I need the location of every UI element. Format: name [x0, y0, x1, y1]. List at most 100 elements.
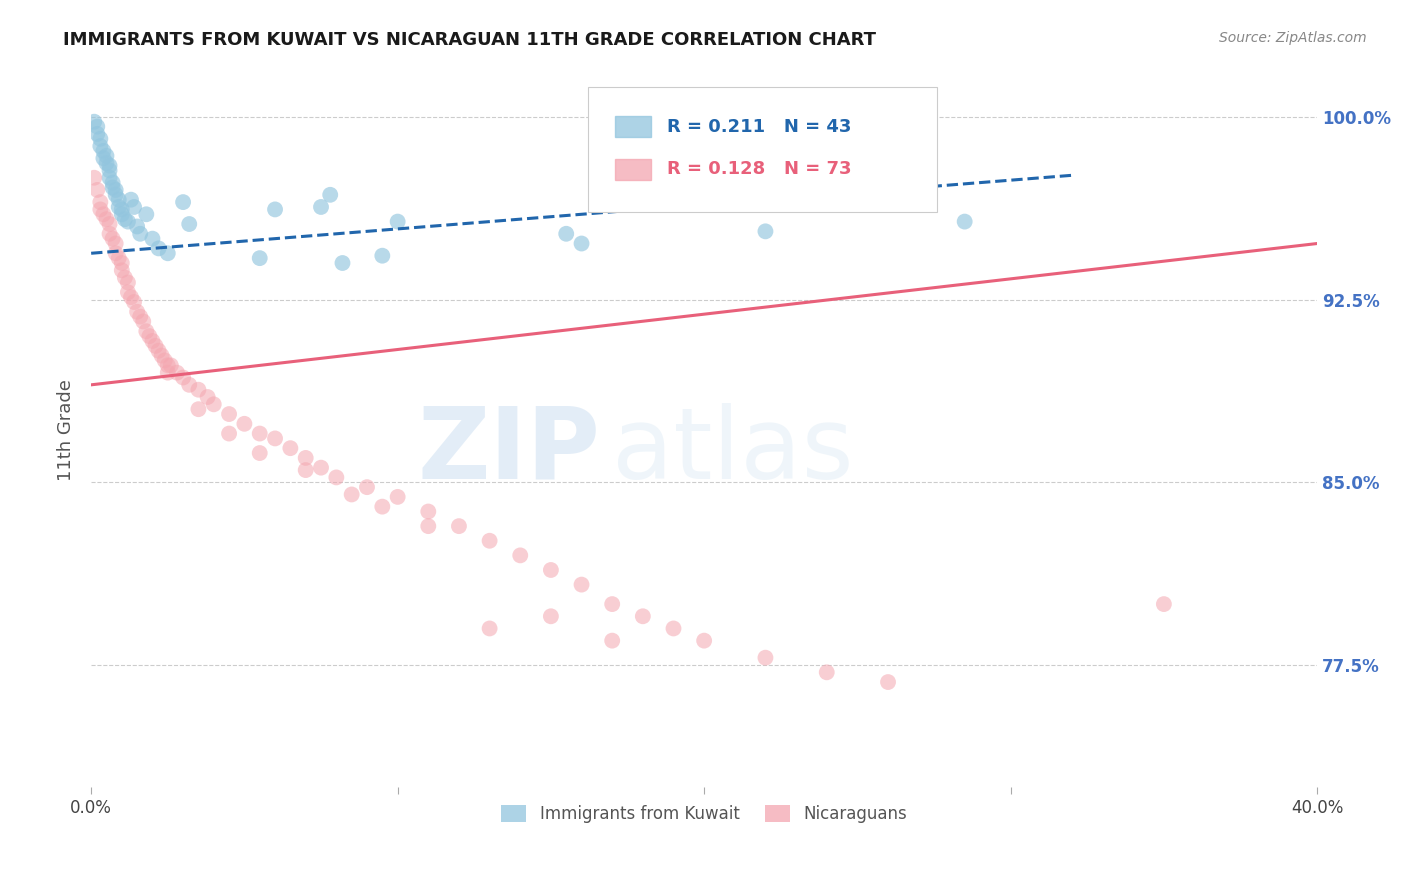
Point	[600, 633, 623, 648]
Point	[145, 339, 167, 353]
Point	[156, 366, 179, 380]
Point	[135, 324, 157, 338]
Point	[754, 224, 776, 238]
Point	[371, 500, 394, 514]
Point	[156, 246, 179, 260]
Point	[332, 256, 354, 270]
Point	[111, 202, 134, 217]
Point	[478, 622, 501, 636]
Point	[600, 597, 623, 611]
Point	[447, 519, 470, 533]
Point	[187, 402, 209, 417]
Point	[98, 227, 121, 241]
Point	[89, 202, 111, 217]
Point	[83, 114, 105, 128]
Point	[86, 127, 108, 141]
Text: Source: ZipAtlas.com: Source: ZipAtlas.com	[1219, 31, 1367, 45]
Point	[309, 200, 332, 214]
Point	[93, 151, 115, 165]
FancyBboxPatch shape	[588, 87, 936, 212]
Point	[129, 310, 152, 324]
Point	[555, 227, 578, 241]
Point	[120, 290, 142, 304]
Point	[197, 390, 219, 404]
Point	[418, 504, 440, 518]
Point	[148, 343, 170, 358]
Point	[86, 183, 108, 197]
Point	[172, 195, 194, 210]
Point	[540, 609, 562, 624]
Point	[83, 170, 105, 185]
Point	[509, 549, 531, 563]
Text: R = 0.128   N = 73: R = 0.128 N = 73	[668, 161, 852, 178]
Text: atlas: atlas	[612, 403, 853, 500]
Bar	[614, 116, 651, 137]
Point	[127, 304, 149, 318]
Point	[96, 212, 118, 227]
Point	[104, 187, 127, 202]
Bar	[614, 159, 651, 180]
Point	[294, 463, 316, 477]
Point	[89, 132, 111, 146]
Point	[120, 193, 142, 207]
Point	[138, 329, 160, 343]
Point	[129, 227, 152, 241]
Point	[127, 219, 149, 234]
Point	[117, 214, 139, 228]
Point	[571, 236, 593, 251]
Text: ZIP: ZIP	[418, 403, 600, 500]
Point	[104, 183, 127, 197]
Point	[107, 193, 129, 207]
Point	[815, 665, 838, 680]
Point	[160, 359, 183, 373]
Point	[96, 156, 118, 170]
Point	[264, 432, 287, 446]
Point	[107, 200, 129, 214]
Point	[571, 577, 593, 591]
Point	[418, 519, 440, 533]
Point	[111, 207, 134, 221]
Point	[122, 295, 145, 310]
Text: IMMIGRANTS FROM KUWAIT VS NICARAGUAN 11TH GRADE CORRELATION CHART: IMMIGRANTS FROM KUWAIT VS NICARAGUAN 11T…	[63, 31, 876, 49]
Point	[114, 270, 136, 285]
Point	[93, 207, 115, 221]
Point	[387, 490, 409, 504]
Point	[104, 246, 127, 260]
Point	[98, 217, 121, 231]
Point	[135, 207, 157, 221]
Point	[953, 214, 976, 228]
Point	[371, 249, 394, 263]
Point	[117, 276, 139, 290]
Point	[478, 533, 501, 548]
Point	[122, 200, 145, 214]
Point	[150, 349, 173, 363]
Point	[98, 159, 121, 173]
Point	[280, 441, 302, 455]
Point	[101, 176, 124, 190]
Point	[98, 163, 121, 178]
Point	[111, 263, 134, 277]
Point	[89, 195, 111, 210]
Point	[96, 149, 118, 163]
Point	[319, 187, 342, 202]
Point	[89, 139, 111, 153]
Point	[141, 232, 163, 246]
Point	[693, 633, 716, 648]
Point	[141, 334, 163, 348]
Point	[631, 609, 654, 624]
Point	[340, 487, 363, 501]
Point	[101, 180, 124, 194]
Point	[172, 370, 194, 384]
Point	[754, 650, 776, 665]
Point	[166, 366, 188, 380]
Legend: Immigrants from Kuwait, Nicaraguans: Immigrants from Kuwait, Nicaraguans	[495, 798, 914, 830]
Point	[264, 202, 287, 217]
Point	[104, 236, 127, 251]
Point	[202, 397, 225, 411]
Point	[387, 214, 409, 228]
Point	[356, 480, 378, 494]
Point	[179, 377, 201, 392]
Point	[111, 256, 134, 270]
Point	[249, 446, 271, 460]
Point	[117, 285, 139, 300]
